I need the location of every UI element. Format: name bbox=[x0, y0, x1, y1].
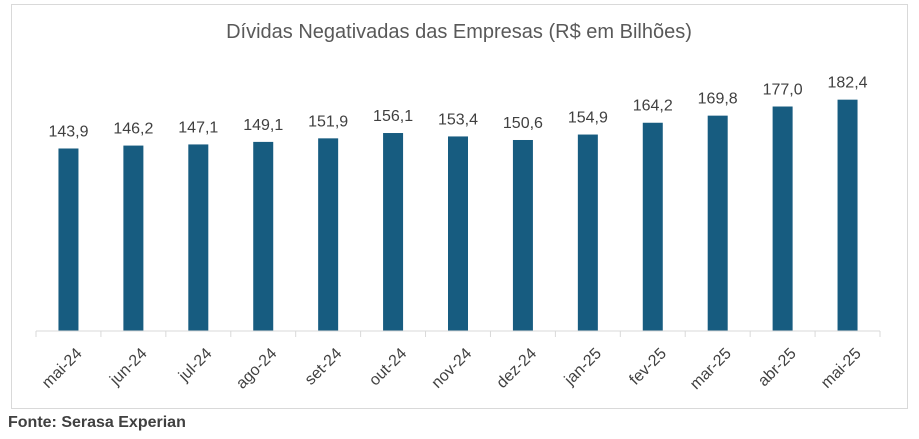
x-tick-label-jan-25: jan-25 bbox=[561, 345, 605, 389]
bar-mai-25 bbox=[837, 99, 858, 331]
bar-fev-25 bbox=[642, 122, 663, 331]
bar-jun-24 bbox=[123, 145, 144, 331]
x-tick-label-mai-24: mai-24 bbox=[39, 345, 86, 392]
data-label-fev-25: 164,2 bbox=[633, 98, 673, 115]
bar-dez-24 bbox=[512, 139, 533, 331]
x-tick-label-dez-24: dez-24 bbox=[493, 345, 540, 392]
x-tick-label-abr-25: abr-25 bbox=[755, 345, 800, 390]
x-ticks-group: mai-24 jun-24 jul-24 ago-24 set-24 out-24 nov-… bbox=[35, 331, 881, 393]
data-label-mai-24: 143,9 bbox=[48, 123, 88, 140]
bars-group bbox=[58, 99, 858, 331]
bar-set-24 bbox=[318, 138, 339, 331]
data-labels-group: 143,9 146,2 147,1 149,1 151,9 156,1 153,4 150,6… bbox=[48, 75, 867, 141]
bar-ago-24 bbox=[253, 141, 274, 331]
source-note: Fonte: Serasa Experian bbox=[8, 414, 186, 431]
x-tick-label-ago-24: ago-24 bbox=[233, 345, 280, 392]
bar-out-24 bbox=[383, 133, 404, 331]
data-label-ago-24: 149,1 bbox=[243, 117, 283, 134]
bar-mar-25 bbox=[707, 115, 728, 331]
data-label-jul-24: 147,1 bbox=[178, 119, 218, 136]
data-label-nov-24: 153,4 bbox=[438, 111, 478, 128]
x-tick-label-jun-24: jun-24 bbox=[106, 345, 150, 389]
data-label-jun-24: 146,2 bbox=[113, 121, 153, 138]
data-label-dez-24: 150,6 bbox=[503, 115, 543, 132]
data-label-jan-25: 154,9 bbox=[568, 110, 608, 127]
data-label-abr-25: 177,0 bbox=[763, 82, 803, 99]
bar-mai-24 bbox=[58, 148, 79, 331]
bar-jul-24 bbox=[188, 144, 209, 331]
x-tick-label-out-24: out-24 bbox=[366, 345, 410, 389]
x-tick-label-mai-25: mai-25 bbox=[818, 345, 865, 392]
x-tick-label-set-24: set-24 bbox=[302, 345, 346, 389]
bar-abr-25 bbox=[772, 106, 793, 331]
chart: Dívidas Negativadas das Empresas (R$ em … bbox=[35, 21, 881, 393]
x-tick-label-fev-25: fev-25 bbox=[626, 345, 670, 389]
x-tick-label-mar-25: mar-25 bbox=[687, 345, 735, 393]
bar-nov-24 bbox=[448, 136, 468, 331]
data-label-mai-25: 182,4 bbox=[828, 75, 868, 92]
x-tick-label-nov-24: nov-24 bbox=[429, 345, 476, 392]
bar-jan-25 bbox=[577, 134, 598, 331]
data-label-out-24: 156,1 bbox=[373, 108, 413, 125]
chart-title: Dívidas Negativadas das Empresas (R$ em … bbox=[226, 21, 692, 43]
x-tick-label-jul-24: jul-24 bbox=[175, 345, 215, 385]
data-label-set-24: 151,9 bbox=[308, 113, 348, 130]
data-label-mar-25: 169,8 bbox=[698, 91, 738, 108]
